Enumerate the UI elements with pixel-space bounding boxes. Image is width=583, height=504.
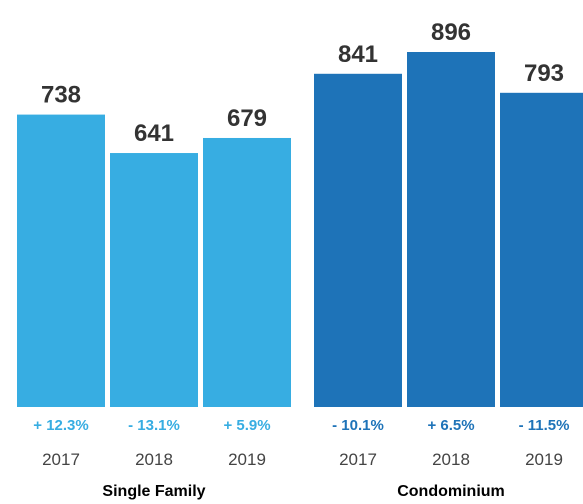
x-tick-label: 2017 bbox=[339, 450, 377, 469]
change-label: + 6.5% bbox=[427, 417, 474, 434]
x-tick-label: 2019 bbox=[525, 450, 563, 469]
group-label: Condominium bbox=[397, 483, 505, 500]
bar bbox=[110, 153, 198, 407]
bar bbox=[17, 114, 105, 407]
change-label: + 12.3% bbox=[33, 417, 88, 434]
value-label: 793 bbox=[524, 60, 564, 87]
x-tick-label: 2018 bbox=[135, 450, 173, 469]
bar bbox=[500, 92, 583, 408]
change-label: - 13.1% bbox=[128, 417, 180, 434]
value-label: 679 bbox=[227, 105, 267, 132]
x-tick-label: 2018 bbox=[432, 450, 470, 469]
change-label: - 10.1% bbox=[332, 417, 384, 434]
bar bbox=[203, 137, 291, 407]
x-tick-label: 2019 bbox=[228, 450, 266, 469]
change-label: + 5.9% bbox=[223, 417, 270, 434]
x-tick-label: 2017 bbox=[42, 450, 80, 469]
bar bbox=[407, 52, 495, 407]
value-label: 896 bbox=[431, 19, 471, 46]
value-label: 738 bbox=[41, 82, 81, 109]
value-label: 641 bbox=[134, 120, 174, 147]
bar bbox=[314, 73, 402, 408]
value-label: 841 bbox=[338, 41, 378, 68]
group-label: Single Family bbox=[102, 483, 205, 500]
change-label: - 11.5% bbox=[519, 417, 570, 434]
